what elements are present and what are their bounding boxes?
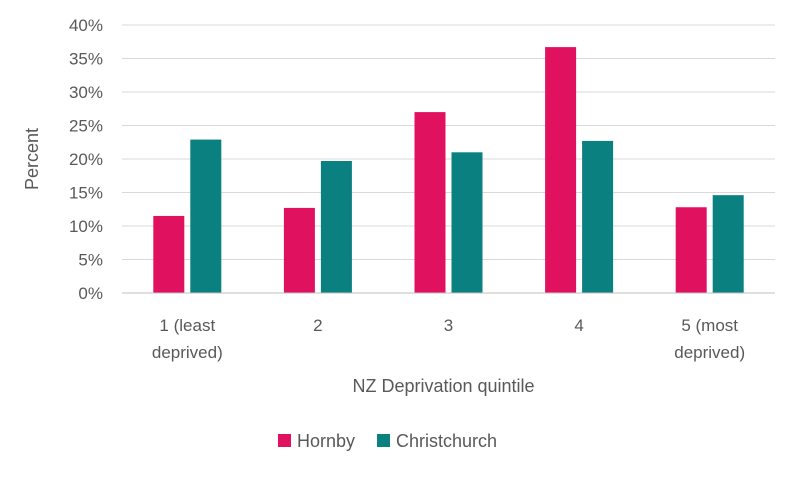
bar-christchurch bbox=[582, 140, 614, 293]
x-tick-label: 3 bbox=[444, 316, 453, 335]
bar-christchurch bbox=[320, 161, 352, 293]
bar-christchurch bbox=[712, 195, 744, 293]
y-tick-label: 25% bbox=[69, 117, 103, 136]
x-axis-title: NZ Deprivation quintile bbox=[352, 376, 534, 396]
y-tick-label: 35% bbox=[69, 50, 103, 69]
bar-christchurch bbox=[190, 139, 222, 293]
legend-label: Hornby bbox=[297, 431, 355, 451]
bar-hornby bbox=[283, 207, 315, 293]
legend-swatch bbox=[278, 434, 291, 447]
y-tick-label: 10% bbox=[69, 217, 103, 236]
legend: Hornby Christchurch bbox=[278, 431, 497, 451]
bar-hornby bbox=[545, 47, 577, 293]
y-tick-label: 30% bbox=[69, 83, 103, 102]
bar-hornby bbox=[675, 207, 707, 293]
legend-label: Christchurch bbox=[396, 431, 497, 451]
y-axis-ticks: 0% 5% 10% 15% 20% 25% 30% 35% 40% bbox=[69, 16, 103, 303]
gridlines bbox=[122, 24, 775, 260]
x-tick-label: 2 bbox=[313, 316, 322, 335]
bar-hornby bbox=[153, 215, 185, 293]
bar-christchurch bbox=[451, 152, 483, 293]
legend-swatch bbox=[377, 434, 391, 447]
x-axis-ticks: 1 (least deprived) 2 3 4 5 (most deprived) bbox=[152, 316, 745, 362]
y-tick-label: 40% bbox=[69, 16, 103, 35]
y-tick-label: 0% bbox=[78, 284, 103, 303]
y-axis-title: Percent bbox=[22, 128, 42, 190]
y-tick-label: 15% bbox=[69, 184, 103, 203]
x-tick-label: 5 (most deprived) bbox=[674, 316, 745, 362]
y-tick-label: 20% bbox=[69, 150, 103, 169]
bar-hornby bbox=[414, 112, 446, 293]
bars bbox=[153, 47, 744, 293]
x-tick-label: 1 (least deprived) bbox=[152, 316, 223, 362]
y-tick-label: 5% bbox=[78, 251, 103, 270]
x-tick-label: 4 bbox=[574, 316, 583, 335]
